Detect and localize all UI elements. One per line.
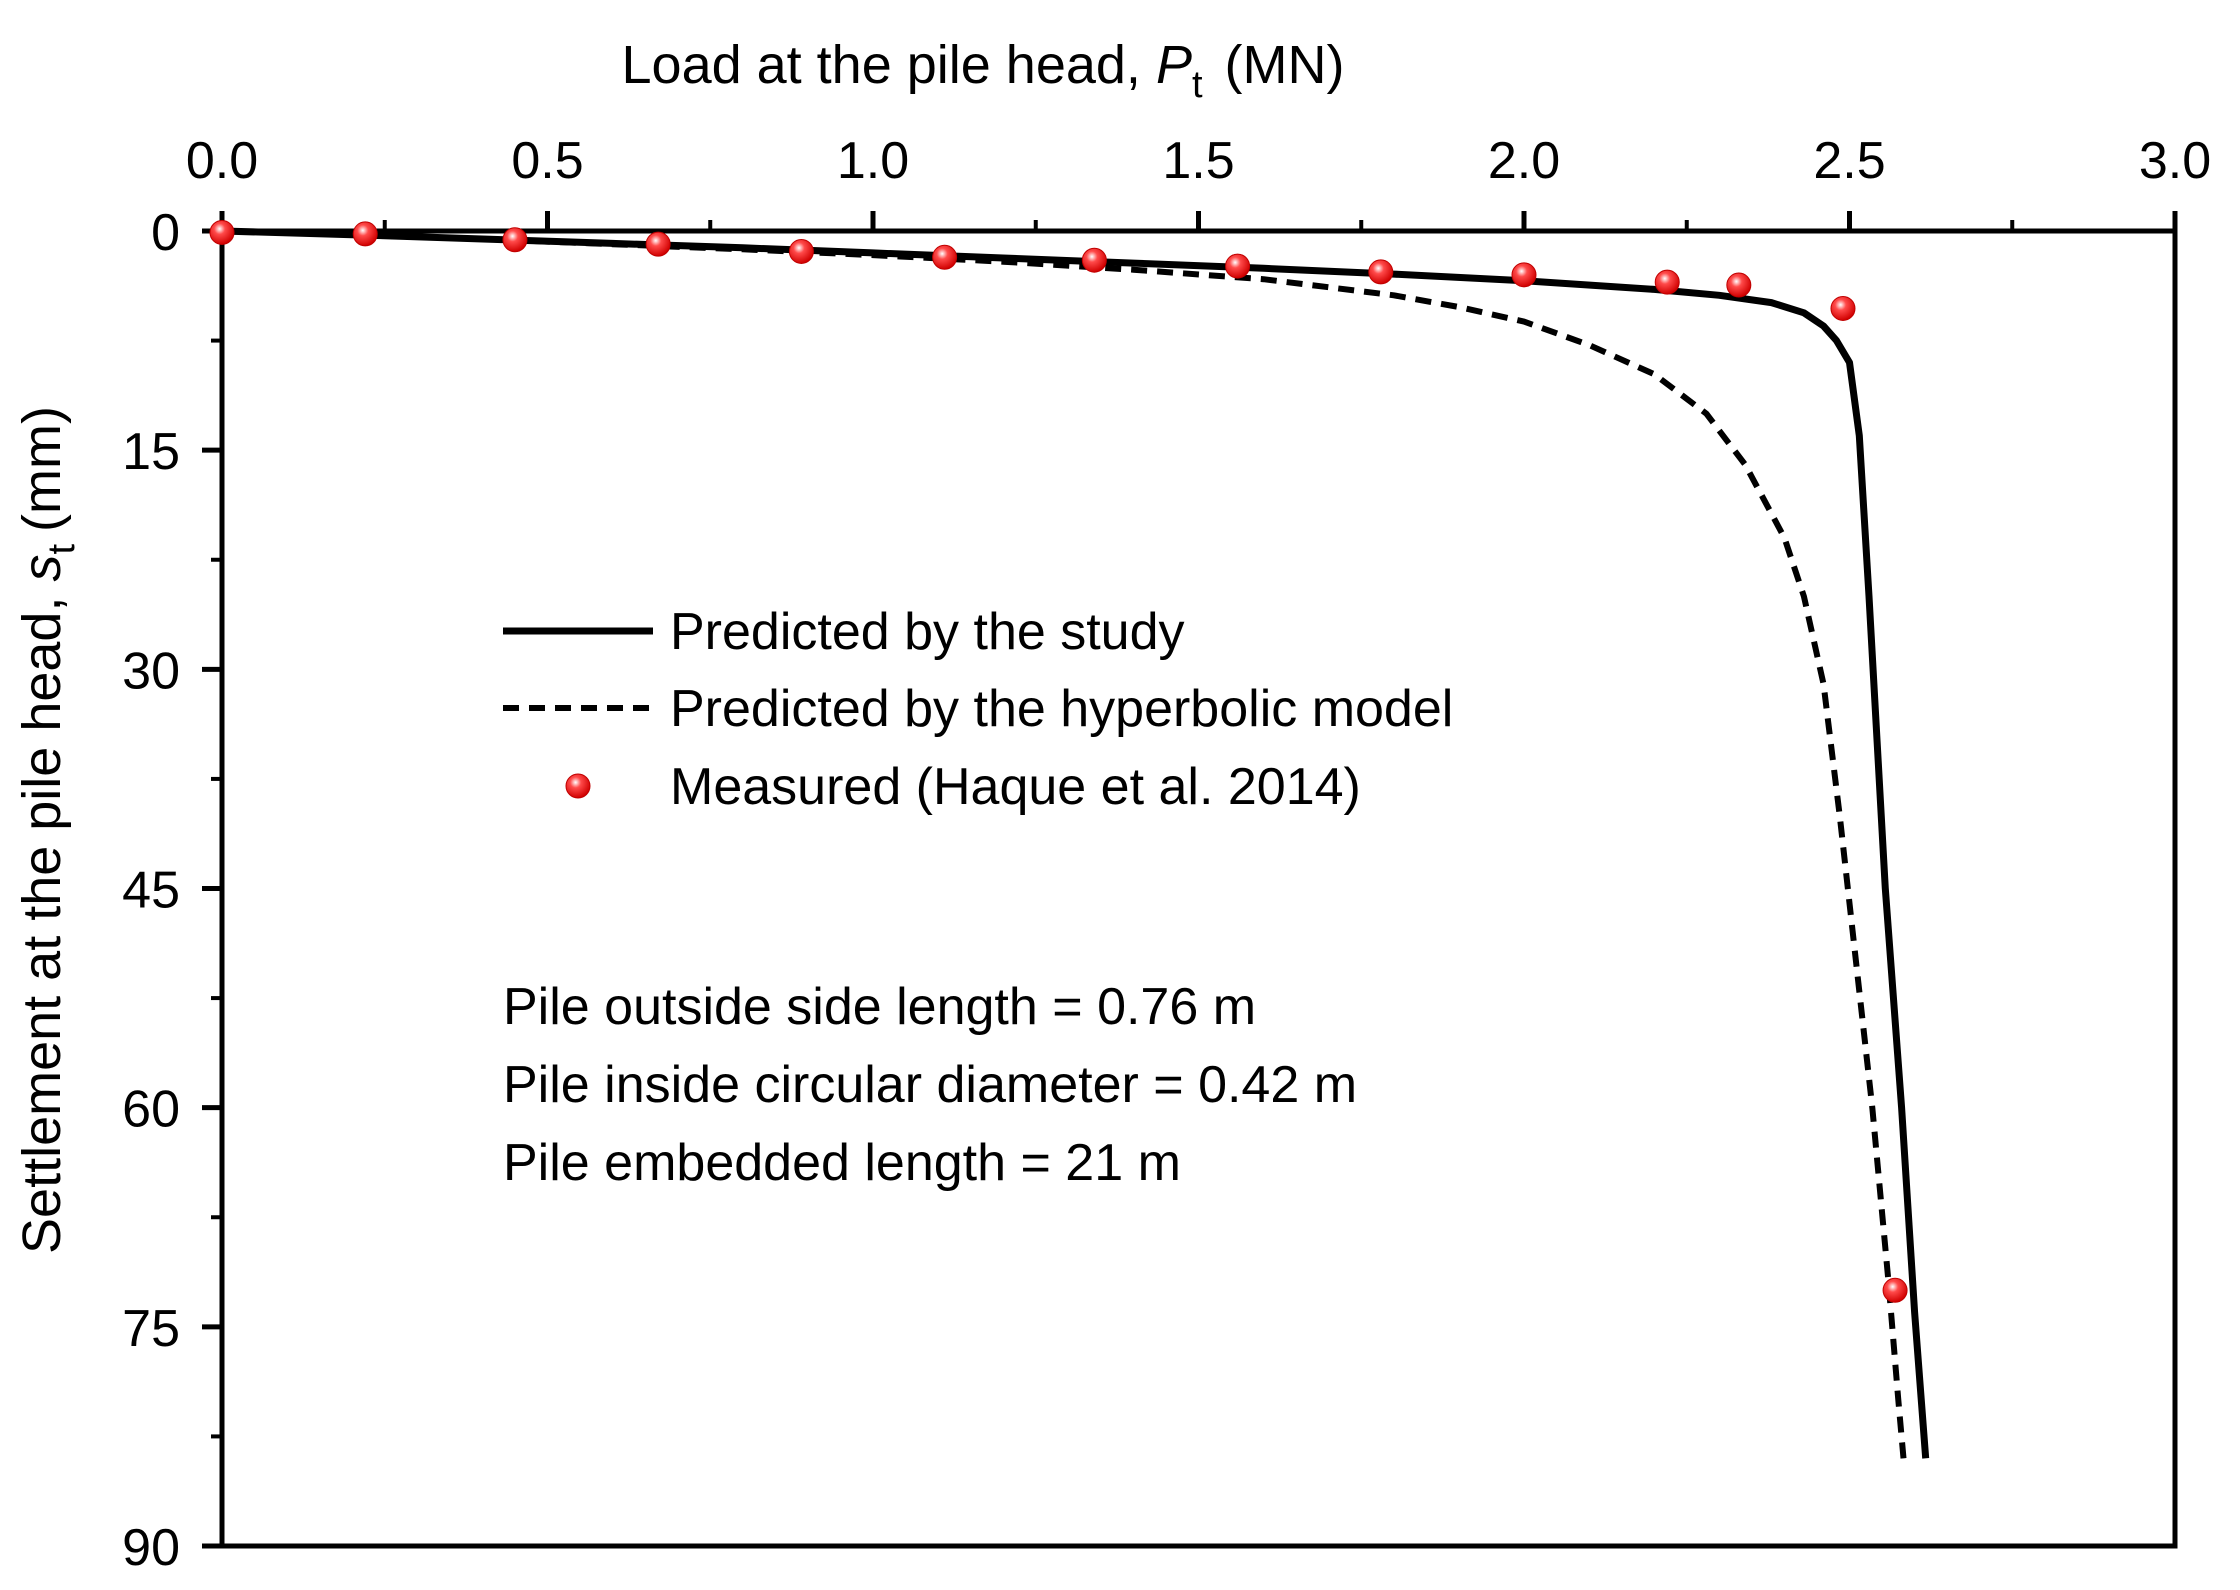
y-tick-label: 30 — [122, 642, 180, 700]
measured-point — [1511, 262, 1537, 288]
y-tick-label: 45 — [122, 862, 180, 920]
legend-label-study: Predicted by the study — [670, 603, 1185, 661]
x-tick-label: 3.0 — [2139, 132, 2211, 190]
y-axis-title-unit: (mm) — [12, 406, 72, 532]
y-tick-label: 75 — [122, 1300, 180, 1358]
x-tick-label: 0.0 — [186, 132, 258, 190]
study-prediction-line — [221, 227, 1930, 1459]
measured-point — [352, 221, 378, 247]
measured-point — [502, 227, 528, 253]
x-tick-label: 1.5 — [1162, 132, 1234, 190]
annotation-outside-side-length: Pile outside side length = 0.76 m — [503, 978, 1256, 1036]
measured-point — [1882, 1277, 1908, 1303]
hyperbolic-model-line — [221, 228, 1907, 1459]
annotation-embedded-length: Pile embedded length = 21 m — [503, 1134, 1181, 1192]
series-layer — [209, 219, 1930, 1459]
x-tick-label: 1.0 — [837, 132, 909, 190]
y-axis-title: Settlement at the pile head, st (mm) — [12, 406, 83, 1254]
measured-point — [1654, 269, 1680, 295]
x-tick-label: 2.5 — [1813, 132, 1885, 190]
legend-label-measured: Measured (Haque et al. 2014) — [670, 758, 1361, 816]
measured-point — [1225, 253, 1251, 279]
y-axis-title-sub: t — [41, 544, 83, 555]
axis-ticks: 0.0 0.5 1.0 1.5 2.0 2.5 3.0 0 15 30 45 60 75 90 — [122, 132, 2211, 1577]
measured-point — [788, 238, 814, 264]
x-axis-title-sub: t — [1192, 64, 1203, 106]
measured-point — [932, 244, 958, 270]
measured-point — [1830, 295, 1856, 321]
y-tick-label: 60 — [122, 1081, 180, 1139]
annotation-block: Pile outside side length = 0.76 m Pile i… — [503, 978, 1357, 1192]
measured-point — [645, 231, 671, 257]
x-axis-title-main: Load at the pile head, — [622, 35, 1156, 95]
measured-point — [209, 219, 235, 245]
legend: Predicted by the study Predicted by the … — [503, 603, 1453, 816]
legend-marker-measured — [565, 773, 591, 799]
x-axis-title-var: P — [1156, 35, 1192, 95]
x-tick-label: 2.0 — [1488, 132, 1560, 190]
measured-point — [1081, 247, 1107, 273]
measured-point — [1726, 272, 1752, 298]
x-axis-title: Load at the pile head, Pt (MN) — [622, 35, 1345, 106]
y-tick-label: 0 — [151, 204, 180, 262]
legend-label-hyperbolic: Predicted by the hyperbolic model — [670, 680, 1453, 738]
y-tick-label: 15 — [122, 423, 180, 481]
y-axis-title-var: s — [12, 555, 72, 582]
x-tick-label: 0.5 — [511, 132, 583, 190]
y-tick-label: 90 — [122, 1519, 180, 1577]
x-axis-title-unit: (MN) — [1225, 35, 1345, 95]
annotation-inside-diameter: Pile inside circular diameter = 0.42 m — [503, 1056, 1357, 1114]
measured-point — [1368, 259, 1394, 285]
y-axis-title-main: Settlement at the pile head, — [12, 582, 72, 1254]
